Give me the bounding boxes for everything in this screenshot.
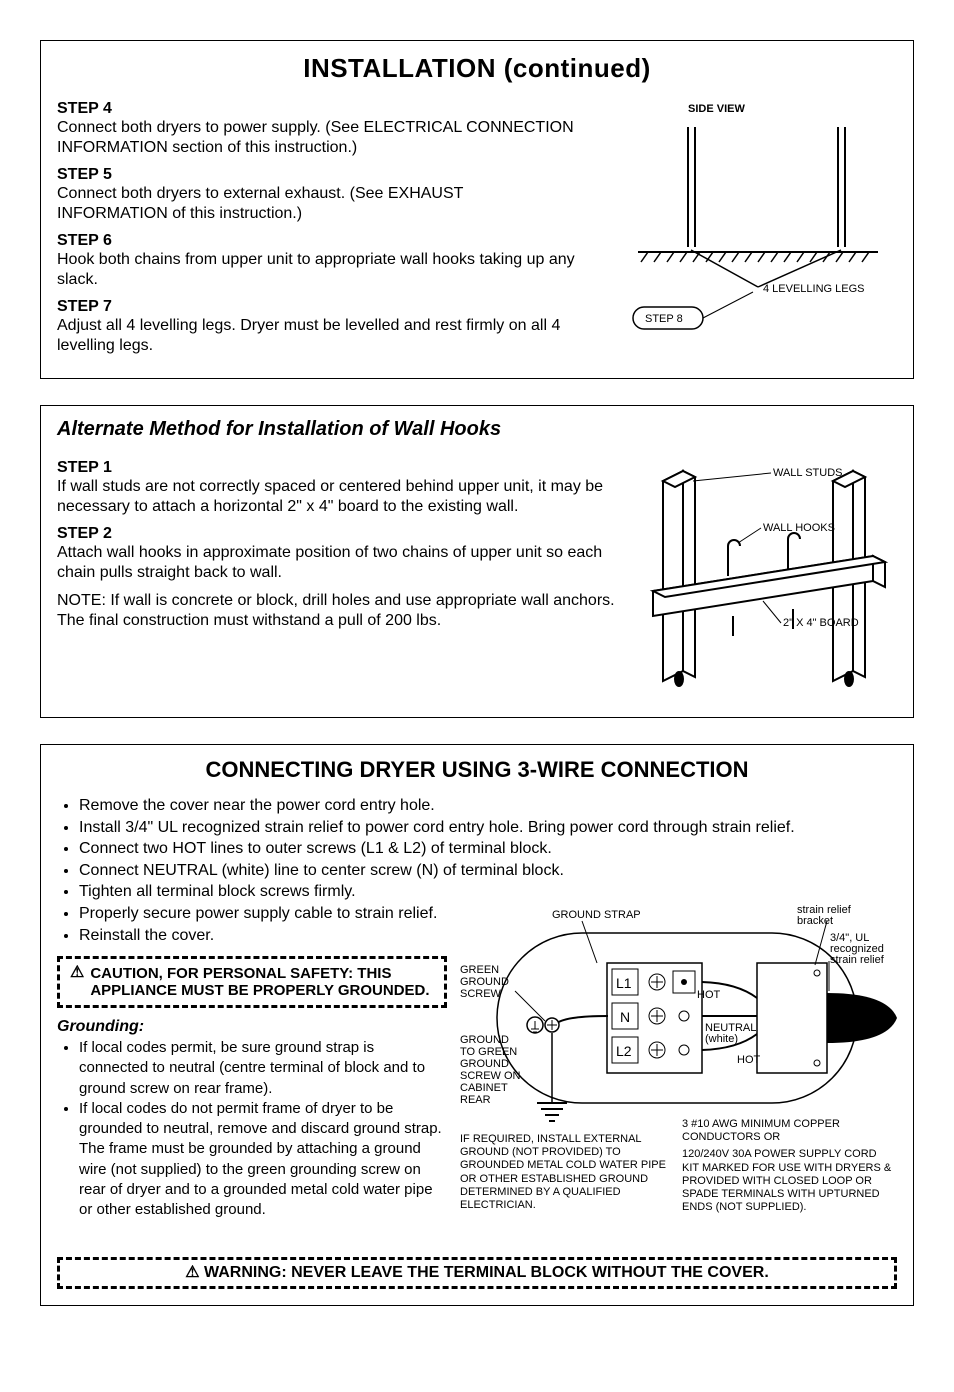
step8-label: STEP 8 (645, 313, 683, 325)
wall-studs-label: WALL STUDS (773, 467, 842, 479)
wiring-bullet: Remove the cover near the power cord ent… (79, 795, 897, 817)
wire-spec-note: 3 #10 AWG MINIMUM COPPER CONDUCTORS OR (682, 1118, 892, 1144)
n-label: N (620, 1009, 630, 1025)
alt-step1-head: STEP 1 (57, 459, 617, 477)
caution-box: ⚠ CAUTION, FOR PERSONAL SAFETY: THIS APP… (57, 956, 447, 1008)
levelling-legs-label: 4 LEVELLING LEGS (763, 283, 865, 295)
neutral-label: NEUTRAL(white) (705, 1022, 756, 1045)
warning-box: ⚠ WARNING: NEVER LEAVE THE TERMINAL BLOC… (57, 1257, 897, 1289)
alternate-method-panel: Alternate Method for Installation of Wal… (40, 405, 914, 718)
installation-title: INSTALLATION (continued) (57, 53, 897, 84)
wiring-panel: CONNECTING DRYER USING 3-WIRE CONNECTION… (40, 744, 914, 1306)
side-view-figure: SIDE VIEW (593, 92, 883, 362)
l1-label: L1 (616, 975, 632, 991)
hot-label-2: HOT (737, 1054, 761, 1066)
wall-hooks-label: WALL HOOKS (763, 522, 835, 534)
grounding-head: Grounding: (57, 1018, 447, 1036)
wiring-title: CONNECTING DRYER USING 3-WIRE CONNECTION (57, 757, 897, 783)
step6-head: STEP 6 (57, 232, 577, 250)
l2-label: L2 (616, 1043, 632, 1059)
alt-step2-body: Attach wall hooks in approximate positio… (57, 543, 617, 583)
caution-text: CAUTION, FOR PERSONAL SAFETY: THIS APPLI… (90, 965, 434, 999)
board-label: 2" X 4" BOARD (783, 617, 859, 629)
strain-relief-bracket-label: strain reliefbracket (797, 904, 852, 927)
wiring-bullet: Connect NEUTRAL (white) line to center s… (79, 860, 897, 882)
ext-ground-note: IF REQUIRED, INSTALL EXTERNAL GROUND (NO… (460, 1133, 670, 1212)
step6-body: Hook both chains from upper unit to appr… (57, 250, 577, 290)
alt-step2-head: STEP 2 (57, 525, 617, 543)
step5-head: STEP 5 (57, 166, 577, 184)
alternate-steps: STEP 1 If wall studs are not correctly s… (57, 451, 617, 701)
wiring-bullet: Connect two HOT lines to outer screws (L… (79, 838, 897, 860)
grounding-bullet: If local codes do not permit frame of dr… (79, 1099, 447, 1221)
warning-icon: ⚠ (185, 1265, 199, 1281)
ul-strain-relief-label: 3/4", ULrecognizedstrain relief (830, 932, 885, 966)
alt-note: NOTE: If wall is concrete or block, dril… (57, 591, 617, 631)
wiring-bullets-cont: Properly secure power supply cable to st… (57, 903, 447, 946)
green-screw-label: GREENGROUNDSCREW (460, 964, 509, 1000)
wiring-bullet: Properly secure power supply cable to st… (79, 903, 447, 925)
step5-body: Connect both dryers to external exhaust.… (57, 184, 577, 224)
step4-body: Connect both dryers to power supply. (Se… (57, 118, 577, 158)
wiring-bullets: Remove the cover near the power cord ent… (57, 795, 897, 903)
alternate-method-title: Alternate Method for Installation of Wal… (57, 418, 897, 441)
ground-strap-label: GROUND STRAP (552, 909, 641, 921)
side-view-label: SIDE VIEW (688, 103, 745, 115)
warning-icon: ⚠ (70, 965, 84, 981)
wiring-bullet: Install 3/4" UL recognized strain relief… (79, 817, 897, 839)
alt-step1-body: If wall studs are not correctly spaced o… (57, 477, 617, 517)
wiring-bullet: Tighten all terminal block screws firmly… (79, 881, 897, 903)
wall-hooks-figure: WALL STUDS WALL HOOKS 2" X 4" BOARD (633, 451, 893, 701)
step7-body: Adjust all 4 levelling legs. Dryer must … (57, 316, 577, 356)
cord-spec-note: 120/240V 30A POWER SUPPLY CORD KIT MARKE… (682, 1148, 892, 1214)
wiring-figure: L1 N L2 (457, 903, 897, 1243)
wiring-bullet: Reinstall the cover. (79, 925, 447, 947)
installation-panel: INSTALLATION (continued) STEP 4 Connect … (40, 40, 914, 379)
ground-to-green-label: GROUNDTO GREENGROUNDSCREW ONCABINETREAR (460, 1034, 521, 1106)
hot-label-1: HOT (697, 989, 721, 1001)
step7-head: STEP 7 (57, 298, 577, 316)
step4-head: STEP 4 (57, 100, 577, 118)
installation-steps: STEP 4 Connect both dryers to power supp… (57, 92, 577, 362)
warning-text: WARNING: NEVER LEAVE THE TERMINAL BLOCK … (204, 1264, 769, 1281)
grounding-bullet: If local codes permit, be sure ground st… (79, 1038, 447, 1099)
grounding-bullets: If local codes permit, be sure ground st… (57, 1038, 447, 1220)
